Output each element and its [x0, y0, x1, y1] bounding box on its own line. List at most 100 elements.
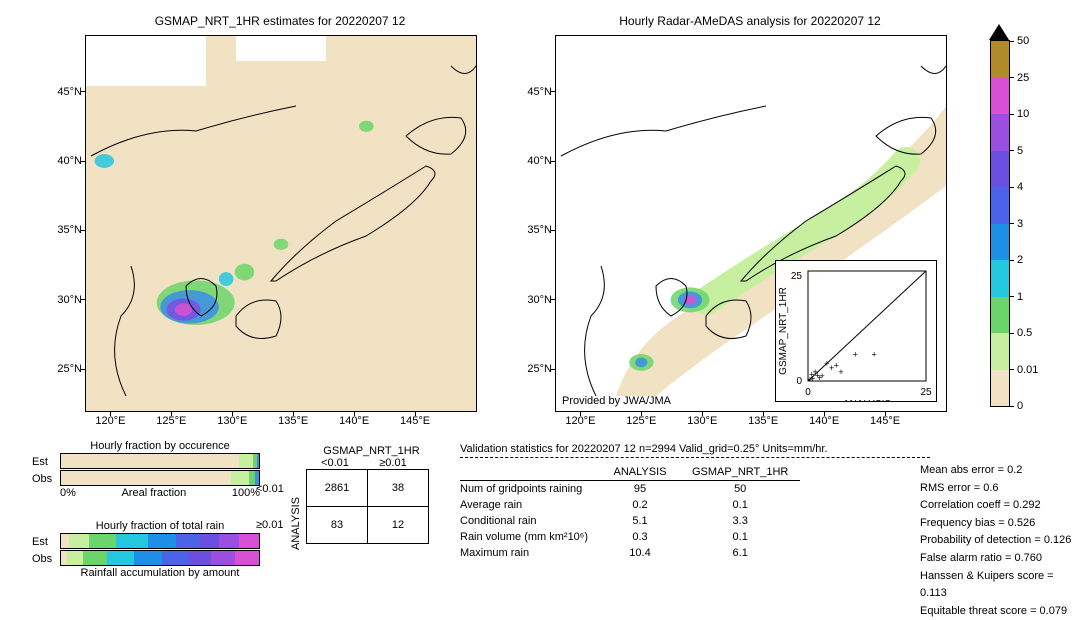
colorbar-label: 25 [1017, 72, 1029, 84]
svg-text:+: + [838, 367, 843, 377]
ct-row-title: ANALYSIS [290, 497, 302, 550]
bar-row-label: Obs [32, 473, 52, 485]
provided-by: Provided by JWA/JMA [562, 395, 671, 407]
svg-text:GSMAP_NRT_1HR: GSMAP_NRT_1HR [778, 287, 789, 375]
val-row-label: Conditional rain [460, 513, 600, 529]
colorbar-label: 50 [1017, 35, 1029, 47]
val-row-a: 95 [600, 481, 692, 498]
hf-occ-title: Hourly fraction by occurence [60, 440, 260, 452]
colorbar-arrow-top [989, 24, 1009, 40]
xtick-label: 145°E [400, 415, 430, 427]
val-row-label: Rain volume (mm km²10⁶) [460, 529, 600, 545]
hf-tot-cap: Rainfall accumulation by amount [60, 567, 260, 579]
ytick-label: 30°N [527, 294, 552, 306]
svg-text:25: 25 [791, 271, 803, 282]
xtick-label: 135°E [278, 415, 308, 427]
colorbar-label: 5 [1017, 145, 1023, 157]
colorbar-label: 0.5 [1017, 327, 1032, 339]
ytick-label: 25°N [527, 363, 552, 375]
hf-tot-title: Hourly fraction of total rain [60, 520, 260, 532]
ytick-label: 45°N [57, 86, 82, 98]
colorbar-label: 0 [1017, 400, 1023, 412]
map-right-title: Hourly Radar-AMeDAS analysis for 2022020… [555, 14, 945, 28]
ytick-label: 40°N [527, 155, 552, 167]
val-row-b: 0.1 [692, 497, 800, 513]
xtick-label: 145°E [870, 415, 900, 427]
xtick-label: 120°E [95, 415, 125, 427]
colorbar-label: 1 [1017, 291, 1023, 303]
map-left-svg [86, 36, 476, 411]
val-row-b: 50 [692, 481, 800, 498]
val-row-label: Average rain [460, 497, 600, 513]
colorbar-label: 10 [1017, 108, 1029, 120]
map-left-title: GSMAP_NRT_1HR estimates for 20220207 12 [85, 14, 475, 28]
map-left-panel: 25°N30°N35°N40°N45°N120°E125°E130°E135°E… [85, 35, 477, 412]
ytick-label: 45°N [527, 86, 552, 98]
ytick-label: 35°N [57, 224, 82, 236]
stat-line: Mean abs error = 0.2 [920, 462, 1080, 480]
val-row-b: 0.1 [692, 529, 800, 545]
ytick-label: 40°N [57, 155, 82, 167]
bar-row-label: Est [32, 536, 48, 548]
val-row-a: 0.3 [600, 529, 692, 545]
hf-tot: Hourly fraction of total rain EstObs Rai… [60, 520, 260, 579]
stat-line: Equitable threat score = 0.079 [920, 603, 1080, 620]
ct-00: 2861 [307, 470, 368, 507]
ct-col-title: GSMAP_NRT_1HR [314, 445, 429, 457]
colorbar-label: 0.01 [1017, 364, 1038, 376]
svg-text:+: + [824, 358, 829, 368]
colorbar-label: 4 [1017, 181, 1023, 193]
svg-text:+: + [834, 361, 839, 371]
svg-text:+: + [853, 350, 858, 360]
bar-row-label: Est [32, 456, 48, 468]
stats-column: Mean abs error = 0.2RMS error = 0.6Corre… [920, 462, 1080, 620]
xtick-label: 140°E [809, 415, 839, 427]
colorbar-label: 2 [1017, 254, 1023, 266]
inset-xlabel: ANALYSIS [843, 399, 891, 401]
map-right-title-text: Hourly Radar-AMeDAS analysis for 2022020… [619, 14, 880, 28]
svg-text:25: 25 [920, 387, 932, 398]
ct-11: 12 [368, 507, 429, 544]
stat-line: Hanssen & Kuipers score = 0.113 [920, 568, 1080, 603]
stat-line: RMS error = 0.6 [920, 480, 1080, 498]
svg-text:+: + [817, 373, 822, 383]
ytick-label: 25°N [57, 363, 82, 375]
stat-line: Frequency bias = 0.526 [920, 515, 1080, 533]
xtick-label: 125°E [156, 415, 186, 427]
val-col-b: GSMAP_NRT_1HR [692, 464, 800, 481]
ct-row-1: ≥0.01 [256, 519, 283, 531]
ct-01: 38 [368, 470, 429, 507]
bar-row-label: Obs [32, 553, 52, 565]
svg-text:+: + [809, 369, 814, 379]
hf-occ-xl: 0% [60, 487, 76, 499]
stat-line: Correlation coeff = 0.292 [920, 497, 1080, 515]
val-row-a: 10.4 [600, 545, 692, 561]
val-row-b: 3.3 [692, 513, 800, 529]
xtick-label: 130°E [687, 415, 717, 427]
val-col-a: ANALYSIS [600, 464, 692, 481]
val-row-label: Maximum rain [460, 545, 600, 561]
colorbar-label: 3 [1017, 218, 1023, 230]
hf-occ-xm: Areal fraction [121, 487, 186, 499]
xtick-label: 140°E [339, 415, 369, 427]
contingency: GSMAP_NRT_1HR ANALYSIS <0.01 ≥0.01 28613… [290, 445, 429, 550]
validation: Validation statistics for 20220207 12 n=… [460, 443, 930, 561]
xtick-label: 130°E [217, 415, 247, 427]
xtick-label: 120°E [565, 415, 595, 427]
val-row-a: 5.1 [600, 513, 692, 529]
hf-occ: Hourly fraction by occurence EstObs 0% A… [60, 440, 260, 499]
xtick-label: 135°E [748, 415, 778, 427]
svg-text:0: 0 [805, 387, 811, 398]
ytick-label: 30°N [57, 294, 82, 306]
val-row-label: Num of gridpoints raining [460, 481, 600, 498]
val-row-b: 6.1 [692, 545, 800, 561]
ct-col-1: ≥0.01 [364, 457, 422, 469]
stat-line: Probability of detection = 0.126 [920, 532, 1080, 550]
ct-10: 83 [307, 507, 368, 544]
val-header: Validation statistics for 20220207 12 n=… [460, 443, 930, 455]
xtick-label: 125°E [626, 415, 656, 427]
ct-col-0: <0.01 [306, 457, 364, 469]
colorbar: 00.010.512345102550 [990, 40, 1010, 407]
svg-text:+: + [871, 350, 876, 360]
scatter-inset: +++++++++++++ 0 25 0 25 ANALYSIS GSMAP_N… [775, 260, 937, 402]
